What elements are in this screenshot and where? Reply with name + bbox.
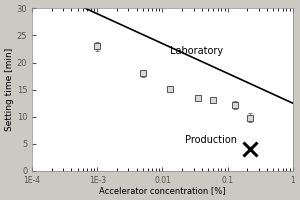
Y-axis label: Setting time [min]: Setting time [min] bbox=[5, 48, 14, 131]
Text: Laboratory: Laboratory bbox=[170, 46, 223, 56]
Text: Production: Production bbox=[185, 135, 237, 145]
X-axis label: Accelerator concentration [%]: Accelerator concentration [%] bbox=[99, 186, 226, 195]
